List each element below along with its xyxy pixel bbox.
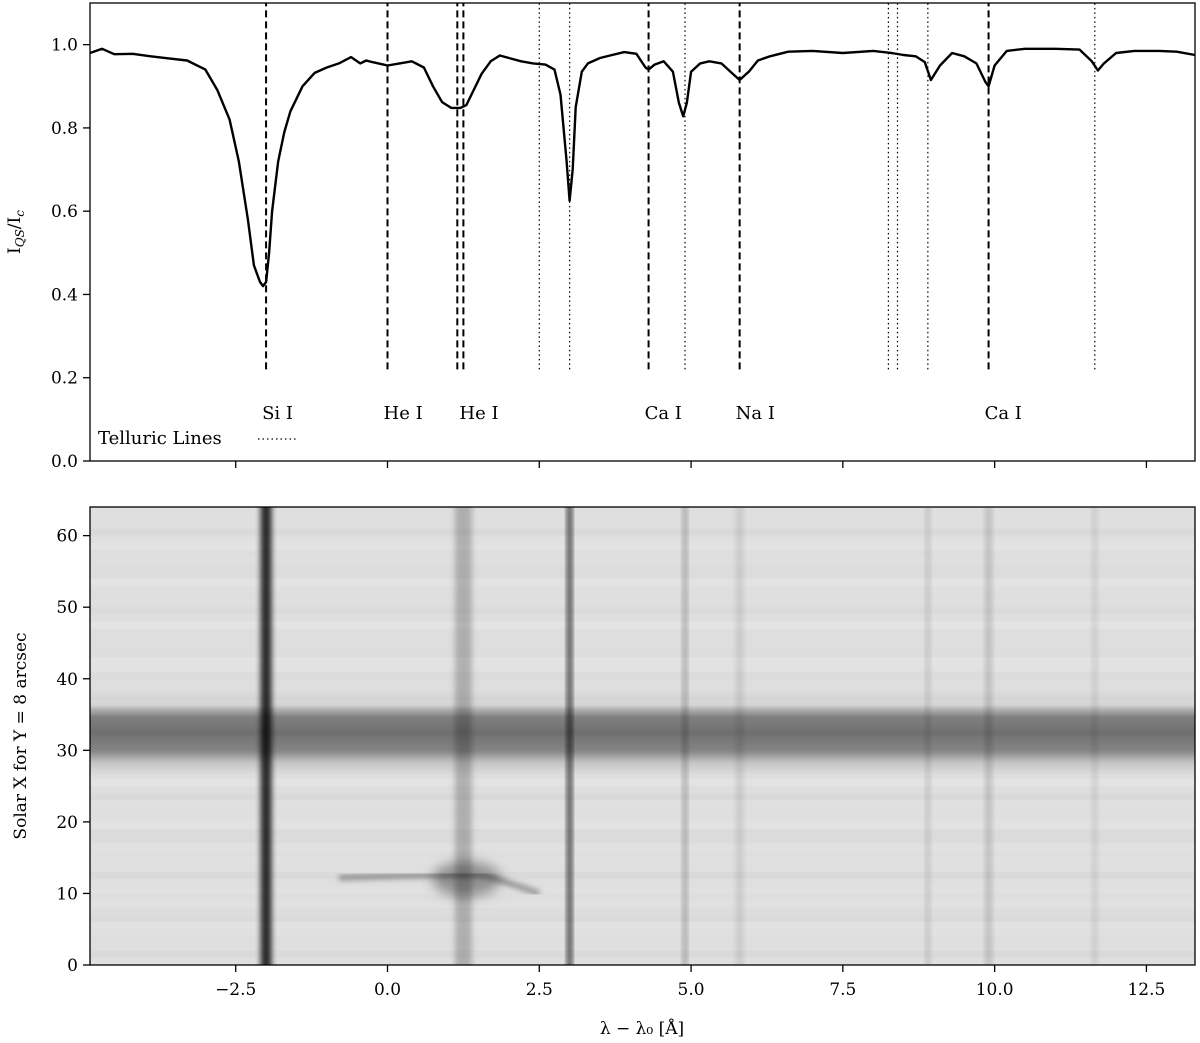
- heatmap: [90, 507, 1195, 965]
- bottom-y-tick-label-4: 40: [56, 670, 78, 690]
- bottom-x-axis-label: λ − λ₀ [Å]: [600, 1018, 684, 1039]
- bottom-x-tick-label-3: 5.0: [678, 980, 705, 1000]
- heatmap-row-17: [90, 836, 1195, 844]
- heatmap-row-44: [90, 642, 1195, 651]
- line-labels: Si I He I He I Ca I Na I Ca I: [262, 403, 1022, 424]
- heatmap-row-1: [90, 950, 1195, 958]
- heatmap-row-45: [90, 635, 1195, 643]
- heatmap-row-6: [90, 914, 1195, 923]
- bottom-x-tick-label-5: 10.0: [976, 980, 1014, 1000]
- bottom-y-ticks: 0 10 20 30 40 50 60: [56, 527, 90, 976]
- heatmap-row-4: [90, 929, 1195, 936]
- heatmap-row-55: [90, 564, 1195, 572]
- heatmap-row-59: [90, 536, 1195, 543]
- heatmap-row-11: [90, 879, 1195, 886]
- heatmap-row-51: [90, 592, 1195, 601]
- top-y-tick-label-5: 1.0: [51, 36, 78, 56]
- spectrum-line: [89, 47, 1196, 288]
- top-panel: Si I He I He I Ca I Na I Ca I 0.0 0.2 0.4 0.6 0.8…: [5, 2, 1196, 472]
- telluric-legend-label: Telluric Lines: [98, 428, 222, 449]
- heatmap-row-14: [90, 858, 1195, 865]
- line-markers: [265, 3, 1096, 370]
- bottom-x-tick-label-1: 0.0: [374, 980, 401, 1000]
- line-label-0: Si I: [262, 403, 293, 424]
- heatmap-row-20: [90, 815, 1195, 822]
- heatmap-row-54: [90, 571, 1195, 579]
- heatmap-row-43: [90, 650, 1195, 658]
- top-y-tick-label-4: 0.8: [51, 119, 78, 139]
- heatmap-row-41: [90, 664, 1195, 671]
- bottom-y-tick-label-1: 10: [56, 884, 78, 904]
- heatmap-feature: [338, 861, 541, 898]
- heatmap-row-12: [90, 871, 1195, 880]
- line-label-1: He I: [384, 403, 423, 424]
- top-y-tick-label-3: 0.6: [51, 202, 78, 222]
- heatmap-row-8: [90, 901, 1195, 908]
- top-y-ticks: 0.0 0.2 0.4 0.6 0.8 1.0: [51, 36, 90, 472]
- heatmap-row-7: [90, 907, 1195, 915]
- line-label-12: Ca I: [985, 403, 1022, 424]
- heatmap-row-16: [90, 843, 1195, 850]
- heatmap-row-56: [90, 557, 1195, 564]
- heatmap-row-50: [90, 600, 1195, 607]
- top-y-tick-label-2: 0.4: [51, 285, 78, 305]
- heatmap-row-5: [90, 922, 1195, 929]
- heatmap-row-3: [90, 936, 1195, 943]
- bottom-y-axis-label: Solar X for Y = 8 arcsec: [11, 632, 31, 839]
- heatmap-row-22: [90, 800, 1195, 807]
- top-x-ticks: [235, 461, 1148, 468]
- heatmap-row-63: [90, 507, 1195, 514]
- heatmap-row-13: [90, 865, 1195, 872]
- heatmap-row-57: [90, 549, 1195, 558]
- bottom-x-tick-label-2: 2.5: [526, 980, 553, 1000]
- heatmap-row-39: [90, 679, 1195, 686]
- bottom-x-ticks: −2.5 0.0 2.5 5.0 7.5 10.0 12.5: [215, 965, 1165, 1000]
- heatmap-row-40: [90, 671, 1195, 679]
- heatmap-row-15: [90, 851, 1195, 858]
- heatmap-row-49: [90, 607, 1195, 615]
- heatmap-row-42: [90, 657, 1195, 664]
- heatmap-row-19: [90, 822, 1195, 829]
- bottom-y-tick-label-0: 0: [67, 956, 78, 976]
- top-frame: [89, 2, 1196, 462]
- heatmap-row-52: [90, 586, 1195, 593]
- heatmap-row-23: [90, 793, 1195, 801]
- bottom-x-tick-label-0: −2.5: [215, 980, 256, 1000]
- heatmap-row-58: [90, 543, 1195, 550]
- bottom-y-tick-label-6: 60: [56, 527, 78, 547]
- heatmap-row-2: [90, 944, 1195, 951]
- heatmap-row-0: [90, 958, 1195, 965]
- top-y-tick-label-1: 0.2: [51, 369, 78, 389]
- heatmap-row-10: [90, 886, 1195, 893]
- heatmap-row-25: [90, 779, 1195, 786]
- heatmap-row-21: [90, 808, 1195, 815]
- heatmap-row-53: [90, 579, 1195, 586]
- line-label-3: He I: [459, 403, 498, 424]
- bottom-frame: [89, 506, 1196, 966]
- heatmap-row-46: [90, 628, 1195, 636]
- heatmap-row-48: [90, 614, 1195, 621]
- heatmap-dark-band: [90, 689, 1195, 776]
- bottom-y-tick-label-3: 30: [56, 741, 78, 761]
- heatmap-row-9: [90, 893, 1195, 900]
- bottom-panel: 0 10 20 30 40 50 60 −2.5 0.0 2.5 5.0 7.5 10.0 12.5 S…: [11, 506, 1196, 1039]
- bottom-y-tick-label-2: 20: [56, 813, 78, 833]
- heatmap-row-47: [90, 622, 1195, 629]
- bottom-y-tick-label-5: 50: [56, 598, 78, 618]
- line-label-6: Ca I: [645, 403, 682, 424]
- heatmap-feature-streak: [338, 872, 541, 896]
- heatmap-row-60: [90, 528, 1195, 536]
- heatmap-row-24: [90, 786, 1195, 793]
- bottom-x-tick-label-6: 12.5: [1127, 980, 1165, 1000]
- heatmap-row-62: [90, 514, 1195, 521]
- heatmap-row-18: [90, 829, 1195, 837]
- heatmap-row-61: [90, 521, 1195, 528]
- heatmap-feature-blob: [432, 861, 501, 898]
- top-y-tick-label-0: 0.0: [51, 452, 78, 472]
- bottom-x-tick-label-4: 7.5: [829, 980, 856, 1000]
- line-label-8: Na I: [736, 403, 775, 424]
- top-y-axis-label: IQS/Ic: [5, 210, 27, 254]
